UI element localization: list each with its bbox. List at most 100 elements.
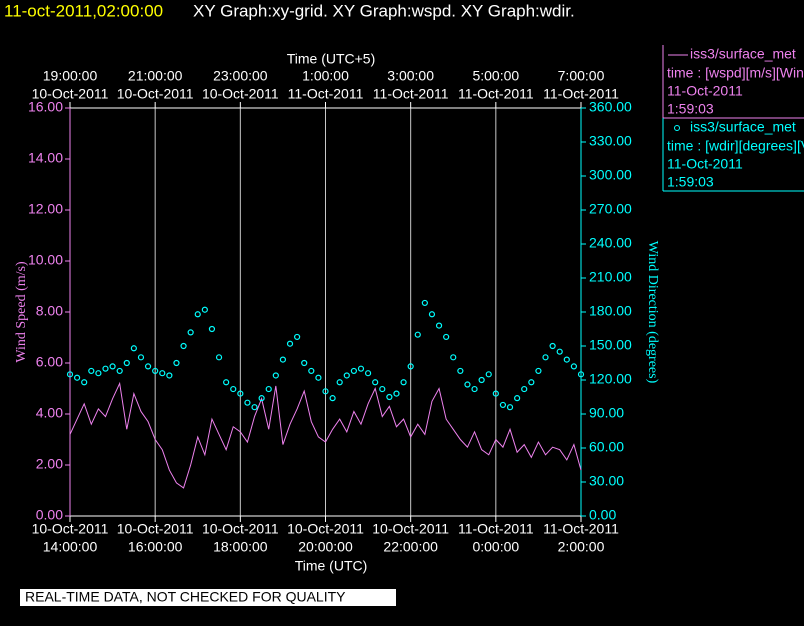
direction-point <box>130 345 137 352</box>
direction-point <box>414 331 421 338</box>
direction-point <box>329 395 336 402</box>
direction-point <box>258 395 265 402</box>
legend-text: 11-Oct-2011 <box>667 83 743 99</box>
direction-point <box>570 363 578 370</box>
y-tick-label: 12.00 <box>28 201 63 217</box>
direction-point <box>478 376 485 384</box>
x2-tick-date: 10-Oct-2011 <box>202 86 279 102</box>
direction-point <box>393 390 400 397</box>
y-tick-label: 4.00 <box>36 405 63 421</box>
x2-tick-date: 11-Oct-2011 <box>288 86 364 102</box>
footer: REAL-TIME DATA, NOT CHECKED FOR QUALITY <box>25 589 346 605</box>
title-time: 11-oct-2011,02:00:00 <box>4 1 163 20</box>
direction-point <box>464 381 471 388</box>
x-tick-date: 10-Oct-2011 <box>117 521 194 537</box>
y2-tick-label: 240.00 <box>589 235 632 251</box>
direction-point <box>428 311 436 318</box>
direction-point <box>521 385 528 393</box>
direction-point <box>457 367 464 375</box>
legend-name: iss3/surface_met <box>690 46 796 62</box>
y-tick-label: 14.00 <box>28 150 63 166</box>
direction-point <box>343 372 350 379</box>
direction-point <box>379 385 386 393</box>
direction-point <box>237 390 244 397</box>
y2-tick-label: 30.00 <box>589 473 624 489</box>
direction-point <box>528 379 535 386</box>
legend-text: time : [wspd][m/s][Wind <box>667 65 804 81</box>
direction-point <box>201 306 208 313</box>
direction-point <box>223 379 230 386</box>
y-tick-label: 16.00 <box>28 99 63 115</box>
y2-tick-label: 210.00 <box>589 269 632 285</box>
direction-point <box>556 348 563 355</box>
direction-point <box>279 356 287 363</box>
direction-point <box>400 379 407 386</box>
x2-axis-title: Time (UTC+5) <box>287 51 376 67</box>
direction-point <box>73 374 81 381</box>
direction-point <box>244 399 251 406</box>
direction-point <box>215 354 223 361</box>
direction-point <box>435 322 443 329</box>
x-tick-date: 11-Oct-2011 <box>458 521 534 537</box>
direction-point <box>102 365 109 372</box>
direction-point <box>294 333 301 341</box>
direction-point <box>499 401 507 409</box>
direction-point <box>208 325 216 333</box>
direction-point <box>116 367 123 375</box>
direction-point <box>506 404 514 411</box>
y2-tick-label: 180.00 <box>589 303 632 319</box>
y2-tick-label: 90.00 <box>589 405 624 421</box>
x2-tick-label: 1:00:00 <box>302 68 349 84</box>
x2-tick-label: 3:00:00 <box>387 68 434 84</box>
direction-point <box>272 372 279 379</box>
y2-tick-label: 300.00 <box>589 167 632 183</box>
footer-box <box>20 589 396 606</box>
direction-point <box>152 367 159 375</box>
direction-point <box>485 371 492 378</box>
direction-point <box>173 359 180 367</box>
y-tick-label: 2.00 <box>36 456 63 472</box>
direction-point <box>308 367 315 375</box>
x2-tick-date: 11-Oct-2011 <box>458 86 534 102</box>
direction-point <box>123 359 130 367</box>
direction-point <box>315 374 322 381</box>
x-tick-date: 10-Oct-2011 <box>287 521 364 537</box>
x2-tick-date: 10-Oct-2011 <box>117 86 194 102</box>
legend-text: time : [wdir][degrees][V <box>667 138 804 154</box>
legend-text: 1:59:03 <box>667 174 714 190</box>
x2-tick-label: 19:00:00 <box>43 68 98 84</box>
x-tick-date: 10-Oct-2011 <box>202 521 279 537</box>
x-tick-label: 2:00:00 <box>558 539 605 555</box>
direction-point <box>407 363 414 370</box>
y2-axis-title: Wind Direction (degrees) <box>645 241 660 384</box>
y-tick-label: 10.00 <box>28 252 63 268</box>
direction-point <box>166 372 173 379</box>
direction-point <box>322 388 329 395</box>
direction-point <box>194 311 201 318</box>
direction-point <box>187 329 194 336</box>
direction-point <box>563 356 570 363</box>
direction-point <box>364 370 372 377</box>
direction-point <box>514 395 521 402</box>
x-tick-label: 22:00:00 <box>383 539 438 555</box>
direction-point <box>230 385 237 393</box>
x2-tick-date: 11-Oct-2011 <box>373 86 449 102</box>
x-tick-date: 10-Oct-2011 <box>32 521 109 537</box>
direction-point <box>450 354 457 361</box>
direction-point <box>549 342 556 350</box>
direction-point <box>471 385 478 393</box>
legend-text: 1:59:03 <box>667 101 714 117</box>
direction-point <box>66 371 74 378</box>
speed-line <box>69 381 582 489</box>
direction-point <box>88 367 95 375</box>
direction-point <box>81 379 88 386</box>
x2-tick-label: 21:00:00 <box>128 68 183 84</box>
x-tick-label: 16:00:00 <box>128 539 183 555</box>
direction-point <box>443 333 450 341</box>
direction-point <box>577 371 585 378</box>
direction-point <box>265 385 272 393</box>
legend-swatch <box>674 125 680 131</box>
x-tick-label: 18:00:00 <box>213 539 268 555</box>
direction-point <box>336 379 343 386</box>
